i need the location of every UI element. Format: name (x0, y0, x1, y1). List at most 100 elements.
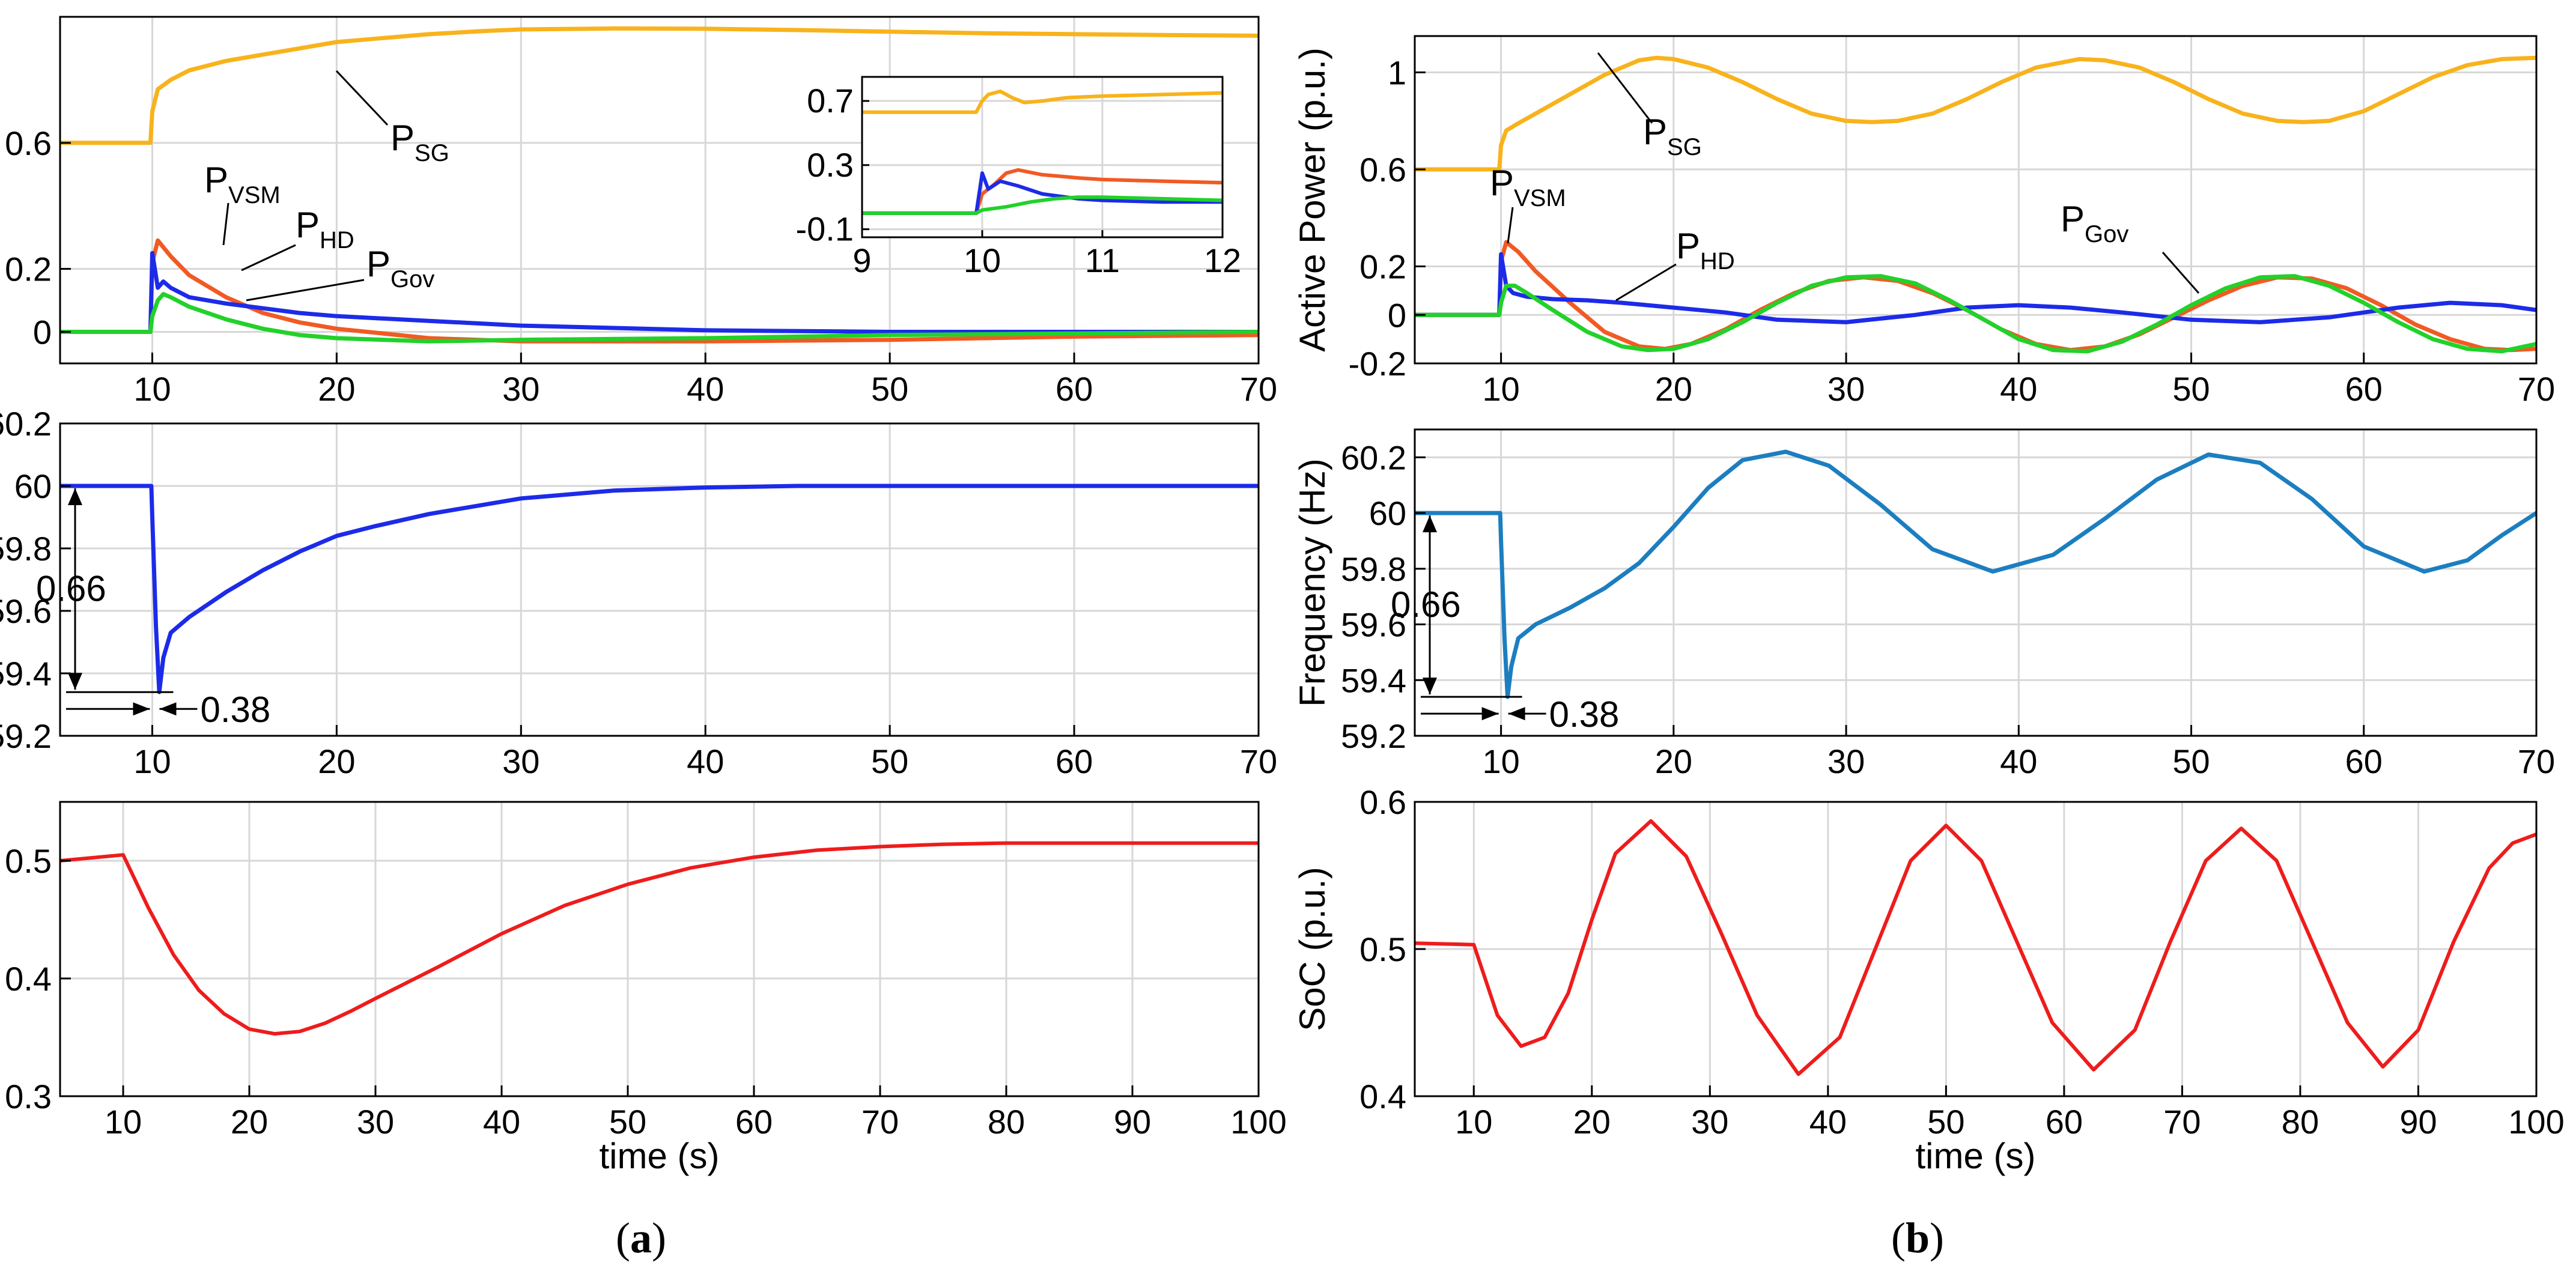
a-frequency-xtick-label-20: 20 (318, 742, 355, 780)
b-power-xtick-label-50: 50 (2172, 370, 2210, 408)
a-frequency-xtick-label-70: 70 (1240, 742, 1277, 780)
a-frequency-xtick-label-40: 40 (687, 742, 724, 780)
a-frequency-time-arrowhead-right (159, 702, 177, 716)
b-frequency-ytick-label-3: 59.8 (1341, 550, 1406, 588)
inset-series-p-sg (862, 89, 1223, 114)
a-power-label-p-sg: PSG (390, 118, 449, 166)
a-power-series-p-gov (60, 292, 1259, 344)
b-frequency-series-frequency (1415, 449, 2536, 699)
b-frequency-ytick-label-5: 60.2 (1341, 438, 1406, 476)
a-soc-frame (59, 801, 1260, 1097)
b-soc-xtick-label-100: 100 (2508, 1103, 2564, 1141)
b-power-plot-area (1415, 55, 2536, 354)
b-power-series-p-sg (1415, 55, 2536, 172)
b-power-series-p-gov (1415, 274, 2536, 354)
inset-xtick-label-10: 10 (964, 241, 1001, 279)
a-frequency-xtick-label-60: 60 (1056, 742, 1093, 780)
inset-xtick-label-11: 11 (1085, 241, 1120, 279)
b-soc-xtick-label-40: 40 (1809, 1103, 1847, 1141)
a-frequency-ytick-label-4: 60 (14, 467, 52, 505)
b-power-leader-sg (1597, 52, 1653, 124)
a-power-label-p-gov: PGov (366, 244, 434, 293)
a-frequency-series-frequency (60, 484, 1259, 694)
a-frequency-time-label: 0.38 (200, 690, 270, 730)
inset-ytick-label-1: 0.3 (807, 146, 854, 184)
b-power-leader-gov (2161, 252, 2200, 294)
a-power-xtick-label-70: 70 (1240, 370, 1277, 408)
a-soc-xtick-label-90: 90 (1114, 1103, 1151, 1141)
a-soc-plot-area (60, 841, 1259, 1036)
b-power-label-p-hd: PHD (1676, 226, 1735, 275)
panel-label-a: (a) (616, 1214, 666, 1262)
a-frequency-ytick-label-5: 60.2 (0, 405, 52, 443)
b-soc-xtick-label-30: 30 (1691, 1103, 1728, 1141)
inset-axes: 9 10 11 12 -0.1 0.3 0.7 (796, 76, 1241, 279)
a-frequency-xtick-label-50: 50 (871, 742, 908, 780)
a-power-series-p-hd (60, 250, 1259, 334)
b-frequency-drop-label: 0.66 (1391, 584, 1461, 625)
b-soc-xtick-label-20: 20 (1573, 1103, 1611, 1141)
b-frequency-time-arrowhead-right (1508, 707, 1525, 721)
a-frequency-drop-arrowhead-top (68, 488, 82, 505)
a-power-label-p-hd: PHD (296, 205, 354, 253)
panel-label-b: (b) (1891, 1214, 1944, 1262)
b-frequency-frame (1414, 428, 2538, 737)
a-soc-xtick-label-10: 10 (105, 1103, 142, 1141)
b-power-series-p-hd (1415, 252, 2536, 324)
b-power-xtick-label-20: 20 (1655, 370, 1692, 408)
a-frequency-xtick-label-10: 10 (133, 742, 171, 780)
a-frequency-ytick-label-3: 59.8 (0, 530, 52, 568)
b-power-ytick-label-1: 0 (1388, 296, 1406, 334)
b-frequency-ytick-label-2: 59.6 (1341, 606, 1406, 644)
inset-ytick-label-2: 0.7 (807, 82, 854, 120)
b-frequency-time-label: 0.38 (1549, 694, 1620, 735)
inset-series-p-hd (862, 171, 1223, 215)
b-frequency-plot-area (1415, 449, 2536, 699)
a-power-ytick-label-0: 0 (33, 314, 52, 351)
a-frequency-time-arrowhead-left (133, 702, 150, 716)
a-power-frame (59, 16, 1260, 365)
b-frequency-ylabel: Frequency (Hz) (1292, 458, 1332, 706)
a-soc-ytick-label-2: 0.5 (5, 842, 52, 880)
a-power-xtick-label-30: 30 (502, 370, 539, 408)
a-soc-xtick-label-70: 70 (861, 1103, 899, 1141)
b-frequency-ytick-label-0: 59.2 (1341, 717, 1406, 755)
b-soc-xtick-label-10: 10 (1455, 1103, 1492, 1141)
a-soc-ytick-label-1: 0.4 (5, 960, 52, 998)
b-frequency-ytick-label-1: 59.4 (1341, 661, 1406, 699)
inset-series-p-vsm (862, 168, 1223, 215)
a-power-series-p-sg (60, 26, 1259, 145)
a-soc-xtick-label-80: 80 (988, 1103, 1025, 1141)
inset-background (862, 77, 1223, 237)
b-soc-xlabel: time (s) (1916, 1136, 2036, 1176)
b-power-series-p-vsm (1415, 240, 2536, 353)
a-soc-xlabel: time (s) (600, 1136, 720, 1176)
a-soc-ytick-label-0: 0.3 (5, 1078, 52, 1115)
a-power-leader-gov (246, 279, 365, 302)
a-power-xtick-label-20: 20 (318, 370, 355, 408)
b-soc-ytick-label-2: 0.6 (1359, 783, 1406, 821)
b-soc-series-soc (1415, 819, 2536, 1076)
b-soc-xtick-label-90: 90 (2399, 1103, 2437, 1141)
a-soc-xtick-label-100: 100 (1230, 1103, 1286, 1141)
a-frequency-ytick-label-0: 59.2 (0, 717, 52, 755)
b-power-ylabel: Active Power (p.u.) (1292, 47, 1332, 352)
a-power-leader-vsm (222, 202, 229, 246)
b-power-label-p-gov: PGov (2061, 199, 2128, 247)
b-soc-xtick-label-60: 60 (2046, 1103, 2083, 1141)
inset-plot-area (862, 89, 1223, 215)
a-power-leader-hd (241, 244, 296, 271)
a-frequency-ytick-label-2: 59.6 (0, 592, 52, 630)
inset-ytick-label-0: -0.1 (796, 210, 854, 248)
a-frequency-frame (59, 422, 1260, 737)
b-power-ytick-label-4: 1 (1388, 54, 1406, 92)
b-power-xtick-label-70: 70 (2518, 370, 2555, 408)
b-soc-xtick-label-50: 50 (1927, 1103, 1964, 1141)
a-frequency-ytick-label-1: 59.4 (0, 655, 52, 693)
b-power-frame (1414, 35, 2538, 365)
b-power-ytick-label-2: 0.2 (1359, 248, 1406, 286)
b-soc-ytick-label-0: 0.4 (1359, 1078, 1406, 1115)
a-power-xtick-label-40: 40 (687, 370, 724, 408)
b-soc-ytick-label-1: 0.5 (1359, 930, 1406, 968)
a-soc-xtick-label-50: 50 (609, 1103, 646, 1141)
